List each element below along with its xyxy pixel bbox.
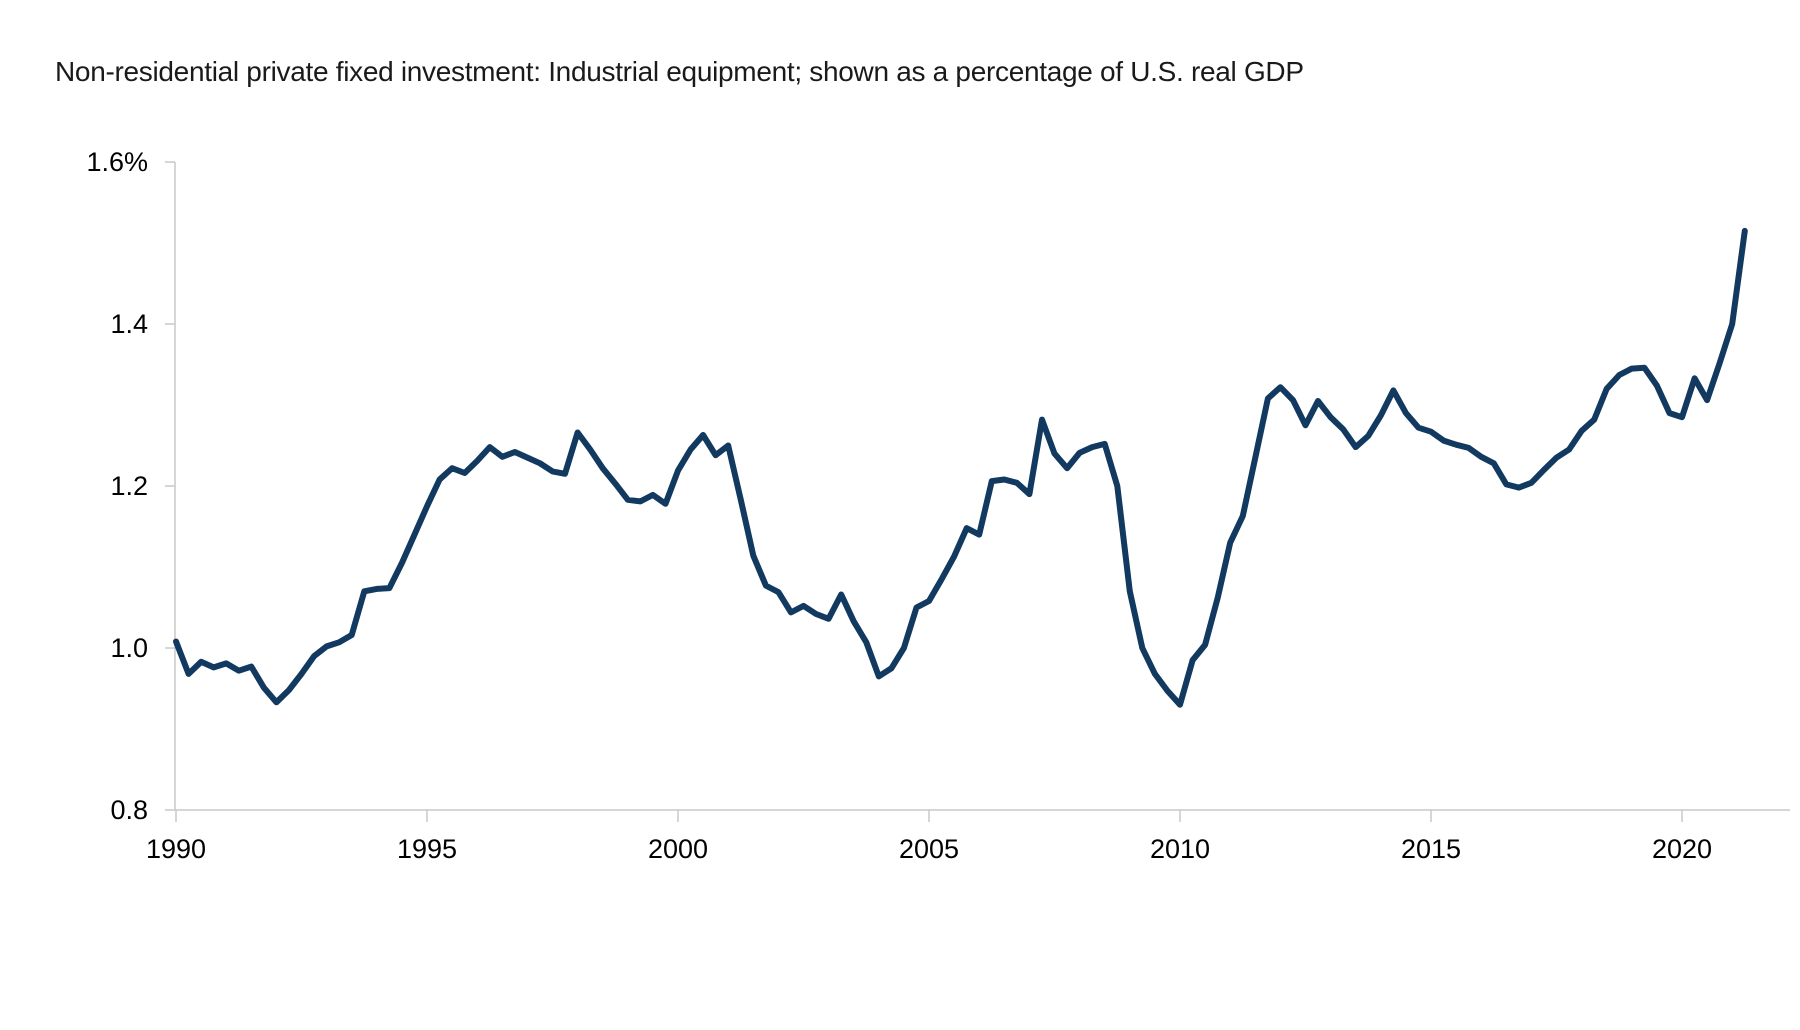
chart-title: Non-residential private fixed investment…	[55, 56, 1304, 87]
data-series-line	[173, 227, 1748, 708]
y-tick-label: 0.8	[110, 795, 148, 825]
y-tick-label: 1.4	[110, 309, 148, 339]
x-tick-label: 2020	[1652, 834, 1712, 864]
x-tick-label: 1995	[397, 834, 457, 864]
y-tick-label: 1.0	[110, 633, 148, 663]
x-tick-label: 2010	[1150, 834, 1210, 864]
x-tick-label: 2015	[1401, 834, 1461, 864]
x-tick-label: 1990	[146, 834, 206, 864]
x-tick-label: 2000	[648, 834, 708, 864]
x-tick-label: 2005	[899, 834, 959, 864]
y-tick-label: 1.6%	[86, 147, 148, 177]
y-tick-label: 1.2	[110, 471, 148, 501]
